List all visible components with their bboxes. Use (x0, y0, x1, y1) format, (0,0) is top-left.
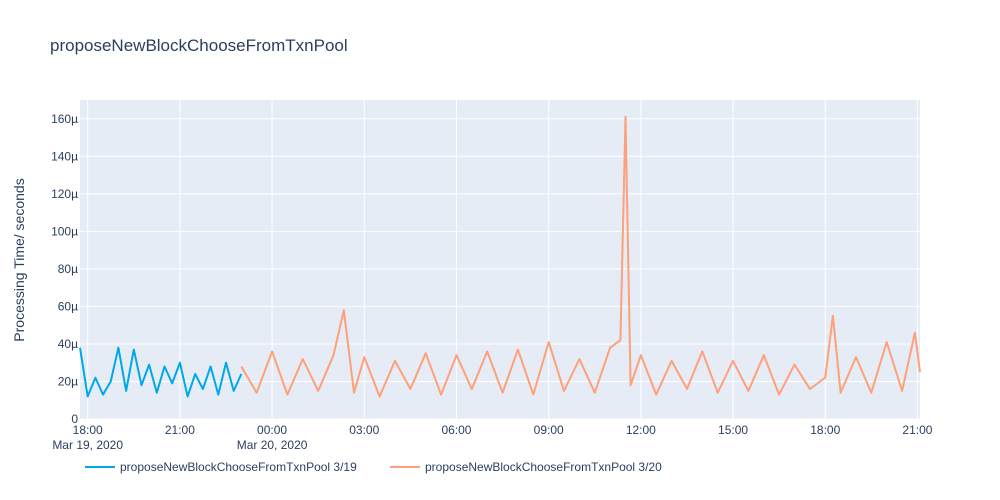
x-tick-label: 12:00 (626, 423, 656, 437)
y-tick-label: 0 (71, 412, 78, 426)
y-tick-label: 140µ (51, 149, 78, 163)
y-tick-label: 100µ (51, 224, 78, 238)
y-tick-label: 60µ (58, 299, 78, 313)
y-tick-label: 20µ (58, 374, 78, 388)
x-tick-label: 09:00 (534, 423, 564, 437)
x-tick-label: 21:00 (902, 423, 932, 437)
x-tick-label: 00:00 (257, 423, 287, 437)
series-line-1 (79, 346, 243, 398)
x-tick-label: 15:00 (718, 423, 748, 437)
grid-lines (80, 100, 920, 420)
x-tick-label: 18:00 (810, 423, 840, 437)
series-line-2 (240, 115, 921, 398)
y-tick-label: 80µ (58, 262, 78, 276)
legend-item-label: proposeNewBlockChooseFromTxnPool 3/19 (120, 460, 357, 474)
legend-item-label: proposeNewBlockChooseFromTxnPool 3/20 (425, 460, 662, 474)
chart-title: proposeNewBlockChooseFromTxnPool (50, 36, 348, 55)
legend: proposeNewBlockChooseFromTxnPool 3/19 pro… (85, 460, 662, 474)
y-axis-ticks: 0 20µ 40µ 60µ 80µ 100µ 120µ 140µ 160µ (51, 112, 78, 426)
x-tick-label: 03:00 (349, 423, 379, 437)
series-layer (79, 115, 921, 398)
plot-area (80, 100, 920, 419)
x-tick-date-label: Mar 20, 2020 (237, 438, 308, 452)
y-tick-label: 160µ (51, 112, 78, 126)
x-tick-date-label: Mar 19, 2020 (52, 438, 123, 452)
y-tick-label: 120µ (51, 187, 78, 201)
x-tick-label: 21:00 (165, 423, 195, 437)
x-tick-label: 06:00 (441, 423, 471, 437)
y-axis-title: Processing Time/ seconds (11, 178, 27, 341)
x-tick-label: 18:00 (73, 423, 103, 437)
y-tick-label: 40µ (58, 337, 78, 351)
